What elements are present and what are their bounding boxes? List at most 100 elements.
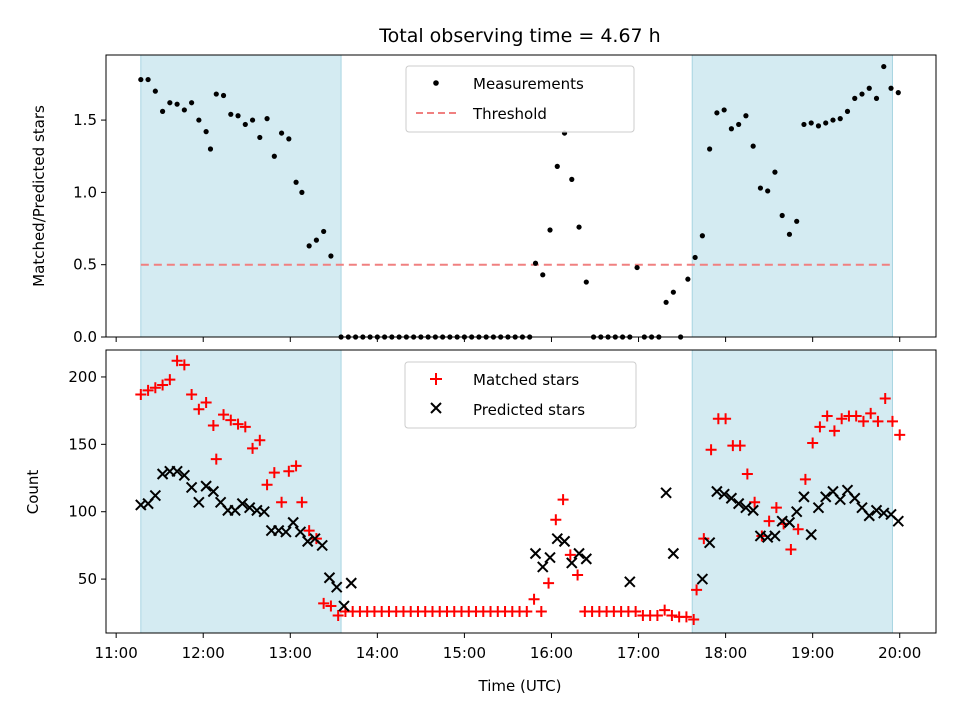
measurement-point — [532, 260, 539, 266]
measurement-point — [895, 90, 901, 96]
matched-star-point — [872, 415, 884, 427]
measurement-point — [881, 63, 887, 70]
matched-star-point — [135, 388, 147, 400]
predicted-star-point — [338, 600, 350, 612]
top-panel: 0.0 0.5 1.0 1.5 Matched/Predicted stars Mea… — [30, 54, 937, 346]
matched-star-point — [564, 549, 576, 561]
measurement-point — [837, 116, 843, 122]
matched-star-point — [268, 467, 280, 479]
measurement-point — [685, 276, 691, 282]
predicted-star-point — [558, 535, 571, 548]
matched-star-point — [142, 384, 154, 396]
matched-star-point — [149, 382, 161, 394]
y-tick-label: 1.0 — [73, 183, 97, 201]
predicted-star-point — [798, 491, 810, 503]
predicted-stars-points — [135, 465, 904, 612]
measurement-point — [852, 95, 858, 101]
bottom-y-ticks: 50 100 150 200 — [68, 368, 106, 588]
bottom-legend-box — [404, 361, 637, 429]
matched-star-point — [688, 614, 700, 626]
predicted-star-point — [783, 516, 796, 529]
predicted-star-point — [725, 492, 738, 504]
matched-star-point — [207, 419, 219, 431]
matched-star-point — [157, 379, 169, 391]
y-tick-label: 0.0 — [73, 328, 97, 346]
top-legend-box — [405, 65, 635, 133]
matched-star-point — [821, 410, 833, 422]
shaded-interval-1 — [140, 54, 342, 338]
predicted-star-point — [812, 501, 825, 514]
matched-star-point — [218, 409, 230, 421]
y-tick-label: 1.5 — [73, 111, 97, 129]
predicted-star-point — [703, 537, 716, 549]
bottom-y-axis-label: Count — [24, 470, 42, 515]
x-tick-label: 18:00 — [704, 644, 747, 662]
matched-star-point — [164, 374, 176, 386]
measurement-point — [714, 110, 720, 116]
measurement-point — [743, 113, 749, 119]
predicted-star-point — [624, 576, 636, 588]
measurement-point — [249, 117, 256, 123]
legend-measurements-marker — [433, 80, 439, 86]
measurement-point — [772, 169, 778, 175]
chart-title: Total observing time = 4.67 h — [378, 25, 660, 47]
top-measurement-points — [138, 63, 901, 340]
matched-star-point — [886, 415, 898, 427]
measurement-point — [264, 116, 270, 122]
x-tick-label: 16:00 — [530, 644, 573, 662]
matched-star-point — [894, 429, 906, 441]
measurement-point — [823, 120, 829, 126]
predicted-star-point — [849, 492, 861, 504]
y-tick-label: 0.5 — [73, 256, 97, 274]
legend-matched-label: Matched stars — [473, 371, 579, 389]
matched-star-point — [303, 525, 315, 537]
matched-star-point — [879, 393, 891, 405]
matched-star-point — [200, 397, 212, 409]
x-tick-label: 12:00 — [182, 644, 225, 662]
y-tick-label: 50 — [78, 570, 97, 588]
y-tick-label: 150 — [68, 435, 97, 453]
measurement-point — [569, 176, 575, 182]
top-shaded-regions — [140, 54, 893, 338]
measurement-point — [634, 264, 640, 271]
matched-star-point — [332, 609, 344, 621]
measurement-point — [888, 85, 894, 91]
matched-star-point — [193, 403, 205, 415]
measurement-point — [794, 218, 800, 224]
measurement-point — [728, 126, 735, 132]
matched-star-point — [283, 465, 295, 477]
predicted-star-point — [740, 501, 752, 514]
matched-star-point — [543, 577, 555, 589]
bottom-x-ticks: 11:00 12:00 13:00 14:00 15:00 16:00 17:00 18:00… — [95, 633, 921, 662]
matched-star-point — [325, 600, 337, 612]
predicted-star-point — [820, 491, 832, 503]
predicted-star-point — [200, 480, 212, 492]
measurement-point — [808, 120, 814, 126]
measurement-point — [271, 153, 277, 159]
matched-stars-points — [135, 355, 906, 626]
matched-star-point — [276, 496, 288, 508]
predicted-star-point — [805, 528, 817, 541]
matched-star-point — [178, 359, 190, 371]
bottom-axes-frame — [105, 349, 937, 634]
measurement-point — [242, 121, 248, 128]
predicted-star-point — [660, 487, 672, 499]
measurement-point — [540, 272, 546, 278]
measurement-point — [313, 237, 320, 243]
predicted-star-point — [711, 485, 723, 498]
matched-star-point — [521, 605, 533, 617]
measurement-point — [583, 279, 589, 285]
predicted-star-point — [747, 504, 759, 517]
predicted-star-point — [280, 526, 292, 538]
measurement-point — [736, 121, 742, 128]
matched-star-point — [720, 413, 732, 425]
measurement-point — [670, 289, 676, 295]
measurement-point — [815, 123, 822, 129]
matched-star-point — [807, 437, 819, 449]
measurement-point — [196, 117, 202, 123]
matched-star-point — [828, 425, 840, 437]
predicted-star-point — [769, 530, 781, 542]
shaded-interval-2 — [691, 54, 893, 338]
measurement-point — [859, 91, 865, 97]
measurement-point — [213, 91, 219, 97]
